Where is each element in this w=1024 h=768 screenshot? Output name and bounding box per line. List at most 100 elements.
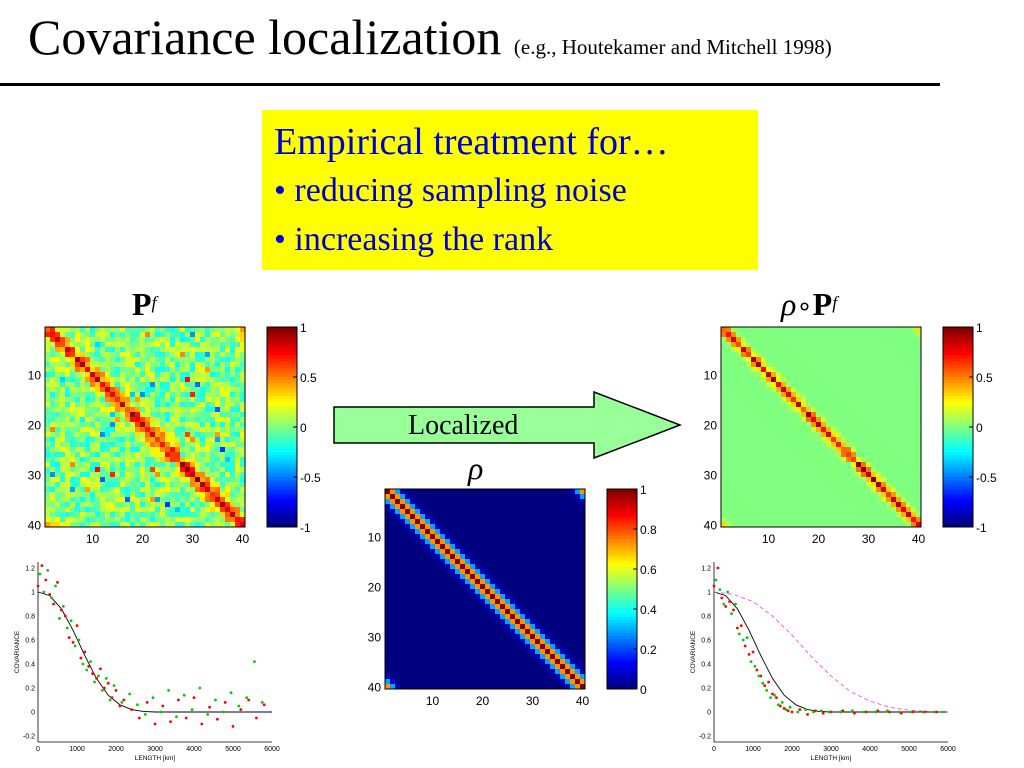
rho-cell [390, 584, 396, 590]
pf-cell [60, 342, 66, 348]
pf-cell [55, 342, 61, 348]
rhopf-cell [741, 442, 747, 448]
rho-cell [430, 674, 436, 680]
rhopf-cell [766, 522, 772, 528]
pf-cell [75, 452, 81, 458]
rho-cell [470, 659, 476, 665]
pf-cell [55, 472, 61, 478]
rhopf-cell [771, 407, 777, 413]
rho-cell [530, 629, 536, 635]
rho-cell [545, 619, 551, 625]
pf-cell [60, 447, 66, 453]
pf-cell [125, 512, 131, 518]
rhopf-cell [751, 342, 757, 348]
pf-cell [65, 482, 71, 488]
rhopf-cell [766, 387, 772, 393]
rho-colorbar-swatch [607, 657, 637, 662]
rhopf-cell [841, 417, 847, 423]
rho-cell [560, 559, 566, 565]
rhopf-cell [731, 362, 737, 368]
pf-cell [205, 402, 211, 408]
pf-cell [140, 437, 146, 443]
rhopf-cell [756, 432, 762, 438]
pf-cell [230, 377, 236, 383]
pf-cell [125, 522, 131, 528]
rho-colorbar-swatch [607, 651, 637, 656]
rho-colorbar-swatch [607, 620, 637, 624]
pf-cell [45, 357, 51, 363]
pf-cell [235, 492, 241, 498]
pf-cell [70, 487, 76, 493]
rho-cell [535, 504, 541, 510]
rho-cell [560, 489, 566, 495]
rho-cell [500, 589, 506, 595]
rho-cell [445, 509, 451, 515]
rhopf-cell [796, 377, 802, 383]
rhopf-cell [761, 407, 767, 413]
rhopf-cell [721, 432, 727, 438]
pf-cell [205, 517, 211, 523]
rho-cell [490, 589, 496, 595]
rhopf-cell [796, 482, 802, 488]
rhopf-cell [731, 482, 737, 488]
rho-cell [415, 599, 421, 605]
pf-cell [145, 427, 151, 433]
rho-cell [505, 499, 511, 505]
rho-cell [475, 634, 481, 640]
rhopf-cell [826, 412, 832, 418]
rhopf-cell [816, 412, 822, 418]
rho-cell [555, 549, 561, 555]
pf-cell [210, 457, 216, 463]
rhopf-cell [801, 407, 807, 413]
rhopf-cell [766, 372, 772, 378]
rhopf-cell [781, 472, 787, 478]
pf-cell [90, 337, 96, 343]
pf-cell [160, 367, 166, 373]
pf-cell [215, 422, 221, 428]
pf-cell [130, 412, 136, 418]
pf-cell [95, 382, 101, 388]
pf-cell [145, 482, 151, 488]
rho-cell [500, 504, 506, 510]
pf-cell [185, 337, 191, 343]
rhopf-cell [801, 397, 807, 403]
rho-cell [445, 514, 451, 520]
pf-cell [210, 477, 216, 483]
pf-cell [140, 457, 146, 463]
rhopf-cell [801, 392, 807, 398]
rho-cell [475, 504, 481, 510]
rho-cell [510, 619, 516, 625]
rho-cell [485, 589, 491, 595]
rhopf-cell [746, 342, 752, 348]
rhopf-cell [836, 417, 842, 423]
rho-cell [525, 634, 531, 640]
pf-colorbar-tick: 0.5 [300, 371, 317, 385]
pf-cell [180, 502, 186, 508]
pf-cell [80, 437, 86, 443]
rhopf-cell [886, 522, 892, 528]
rhopf-cell [831, 447, 837, 453]
rho-cell [525, 509, 531, 515]
rhopf-cell [806, 522, 812, 528]
pf-cell [70, 437, 76, 443]
rhopf-cell [726, 377, 732, 383]
rho-cell [420, 569, 426, 575]
rho-xtick: 40 [576, 694, 590, 708]
rho-cell [530, 499, 536, 505]
pf-cell [130, 382, 136, 388]
rhopf-cell [726, 492, 732, 498]
rhopf-cell [896, 512, 902, 518]
pf-cell [185, 407, 191, 413]
rhopf-cell [886, 337, 892, 343]
rhopf-cell [781, 482, 787, 488]
pf-cell [65, 417, 71, 423]
rho-cell [555, 634, 561, 640]
pf-cell [115, 447, 121, 453]
rho-cell [455, 669, 461, 675]
pf-cell [100, 447, 106, 453]
pf-cell [50, 342, 56, 348]
pf-cell [65, 507, 71, 513]
rhopf-cell [801, 382, 807, 388]
rho-cell [445, 669, 451, 675]
rhopf-cell [796, 352, 802, 358]
